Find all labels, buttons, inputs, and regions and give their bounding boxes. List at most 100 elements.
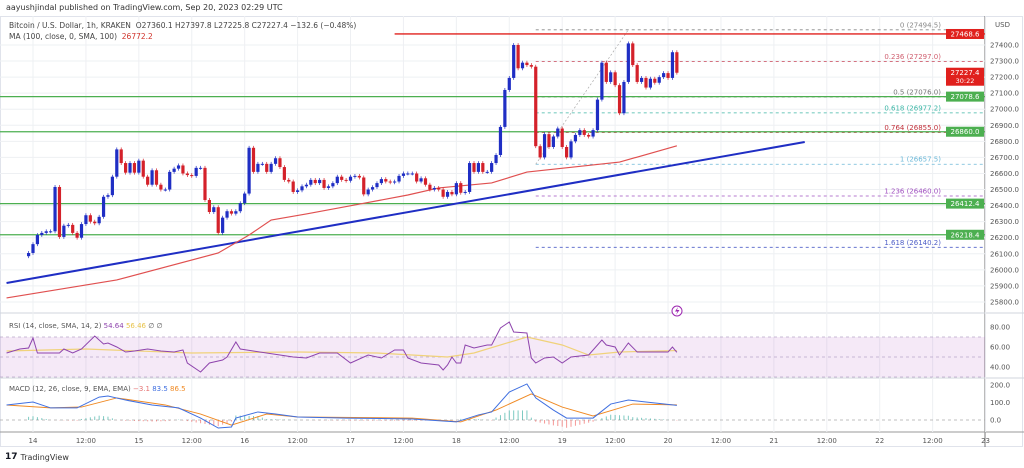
x-tick-label: 20 [664,437,673,445]
candle [498,124,503,157]
rsi-label: RSI (14, close, SMA, 14, 2) [9,322,102,330]
x-tick-label: 17 [346,437,355,445]
candle-body [459,183,463,193]
candle-body [128,163,132,173]
candle [260,161,264,166]
candle [423,176,428,187]
candle-body [613,72,617,86]
candle-body [88,215,92,222]
footer: 17 TradingView [5,452,69,462]
candle [75,230,79,240]
rsi-tick-label: 60.00 [990,344,1010,352]
candle-body [331,183,335,187]
candle [304,182,309,189]
candle-body [49,231,53,233]
symbol-name: Bitcoin / U.S. Dollar, 1h, KRAKEN [9,21,131,30]
fib-level-label: 0.236 (27297.0) [884,53,941,61]
candle [459,181,463,195]
candle [221,215,225,235]
x-tick-label: 12:00 [923,437,943,445]
x-tick-label: 12:00 [711,437,731,445]
candle [388,179,392,185]
x-tick-label: 18 [452,437,461,445]
rsi-legend[interactable]: RSI (14, close, SMA, 14, 2) 54.64 56.46 … [9,322,163,330]
candle [150,168,154,187]
ma-legend-row[interactable]: MA (100, close, 0, SMA, 100) 26772.2 [9,31,356,42]
candle-body [66,224,70,226]
price-tag: 26412.4 [946,198,984,209]
candle-body [79,224,84,238]
macd-signal-value: 86.5 [170,385,186,393]
candle [476,161,481,174]
candle [71,222,75,235]
candle [101,194,106,219]
candle [313,177,317,186]
candle-body [243,193,247,204]
candle-body [203,167,207,200]
candle-body [529,65,533,67]
candle-body [494,155,498,164]
candle-body [662,73,666,78]
candle [115,147,119,179]
candle [569,139,573,160]
price-tag-text: 27227.4 [951,69,980,77]
fib-level-label: 0.618 (26977.2) [884,104,941,112]
candle [141,158,145,179]
price-tag: 26218.4 [946,229,984,240]
price-tag: 27078.6 [946,91,984,102]
candle-body [578,130,582,135]
candle [472,161,476,174]
symbol-legend-row[interactable]: Bitcoin / U.S. Dollar, 1h, KRAKEN O27360… [9,20,356,31]
candle [119,147,123,165]
candle-body [670,52,675,78]
price-chart[interactable]: USD 14 12:00 15 12:00 16 12:00 17 12:00 18 12:00 19… [0,0,1024,450]
candle [503,88,507,129]
price-tick-label: 26100.0 [990,250,1019,258]
candle-body [490,163,494,172]
candle-body [512,45,516,78]
candle-body [172,168,176,172]
candle [428,182,432,192]
candle-body [657,77,661,83]
candle [163,187,167,192]
lightning-icon [671,305,683,317]
x-tick-label: 23 [981,437,990,445]
candle [106,193,110,199]
candle [445,190,450,199]
x-tick-label: 16 [240,437,249,445]
candle [40,230,44,237]
candle [406,171,410,176]
macd-tick-label: 0.0 [990,417,1001,425]
candle [335,174,339,186]
candle-body [401,173,406,176]
candle-body [256,163,260,172]
candle-body [190,175,194,177]
candle [587,133,591,139]
macd-legend[interactable]: MACD (12, 26, close, 9, EMA, EMA) −3.1 8… [9,385,186,393]
candle [53,185,57,234]
candle [132,161,137,175]
price-tag-bg [946,229,984,240]
candle-body [507,77,511,90]
candle-body [609,72,613,82]
trendline [6,141,805,284]
candle-body [57,186,62,237]
candle [322,177,326,190]
rsi-tick-label: 80.00 [990,324,1010,332]
candle [591,128,595,139]
candle [507,75,511,92]
price-tick-label: 27200.0 [990,74,1019,82]
candle-body [216,207,220,233]
candle [573,133,578,144]
candle-body [467,163,472,192]
price-tag-text: 26412.4 [951,200,980,208]
candle [657,75,661,85]
candle-body [198,167,203,169]
rsi-tick-label: 40.00 [990,364,1010,372]
candle-body [238,203,242,212]
candle-body [40,232,44,235]
candle-body [560,128,564,147]
candle-body [393,181,397,183]
price-tick-label: 26400.0 [990,202,1019,210]
price-tag-text: 27078.6 [951,93,980,101]
